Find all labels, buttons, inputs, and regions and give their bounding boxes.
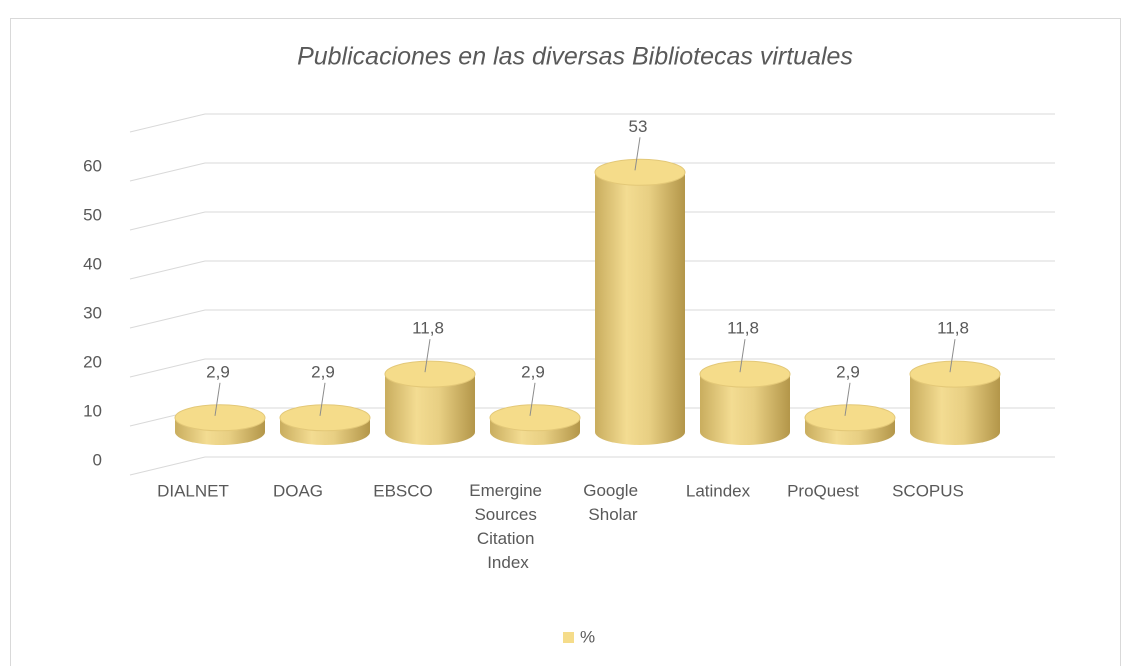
x-tick-label: Emergine Sources Citation Index: [469, 481, 546, 572]
bar-top: [384, 360, 476, 388]
grid-line: [129, 358, 1055, 378]
y-tick-label: 30: [83, 303, 102, 322]
bar-top: [594, 158, 686, 186]
x-tick-label: DIALNET: [157, 481, 229, 500]
leader-line: [949, 339, 956, 373]
data-label: 11,8: [937, 319, 969, 338]
data-label: 2,9: [311, 362, 335, 381]
x-tick-label: Latindex: [686, 481, 751, 500]
bar: [804, 404, 896, 445]
bar: [594, 158, 686, 446]
bar-top: [174, 404, 266, 432]
grid-line: [129, 113, 1055, 133]
bar: [489, 404, 581, 445]
bar-side: [700, 374, 790, 445]
y-tick-label: 40: [83, 254, 102, 273]
bar-top: [909, 360, 1001, 388]
data-label: 11,8: [412, 319, 444, 338]
chart-frame: [10, 18, 1121, 671]
y-tick-label: 0: [93, 450, 102, 469]
leader-line: [739, 339, 746, 373]
x-tick-label: DOAG: [273, 481, 323, 500]
grid-line: [129, 211, 1055, 231]
leader-line: [214, 382, 221, 416]
y-tick-label: 10: [83, 401, 102, 420]
y-tick-label: 60: [83, 156, 102, 175]
data-label: 2,9: [521, 362, 545, 381]
data-label: 53: [629, 117, 648, 136]
bar-top: [279, 404, 371, 432]
leader-line: [634, 137, 641, 171]
leader-line: [424, 339, 431, 373]
y-tick-label: 50: [83, 205, 102, 224]
bar: [699, 360, 791, 445]
bar: [384, 360, 476, 445]
grid-line: [129, 162, 1055, 182]
bar-top: [699, 360, 791, 388]
data-label: 2,9: [836, 362, 860, 381]
data-label: 2,9: [206, 362, 230, 381]
leader-line: [529, 382, 536, 416]
bar-side: [385, 374, 475, 445]
x-tick-label: Google Sholar: [583, 481, 643, 524]
legend-label: %: [580, 627, 595, 646]
bar-top: [804, 404, 896, 432]
legend-swatch: [563, 632, 574, 643]
chart-title: Publicaciones en las diversas Biblioteca…: [297, 43, 853, 71]
grid-line: [129, 260, 1055, 280]
x-tick-label: EBSCO: [373, 481, 433, 500]
x-tick-label: SCOPUS: [892, 481, 964, 500]
grid-line: [129, 309, 1055, 329]
bar: [909, 360, 1001, 445]
bar-top: [489, 404, 581, 432]
bar: [279, 404, 371, 445]
leader-line: [844, 382, 851, 416]
x-tick-label: ProQuest: [787, 481, 859, 500]
grid-line: [129, 456, 1055, 476]
bar-side: [595, 172, 685, 446]
bar: [174, 404, 266, 445]
y-tick-label: 20: [83, 352, 102, 371]
leader-line: [319, 382, 326, 416]
data-label: 11,8: [727, 319, 759, 338]
bar-side: [910, 374, 1000, 445]
